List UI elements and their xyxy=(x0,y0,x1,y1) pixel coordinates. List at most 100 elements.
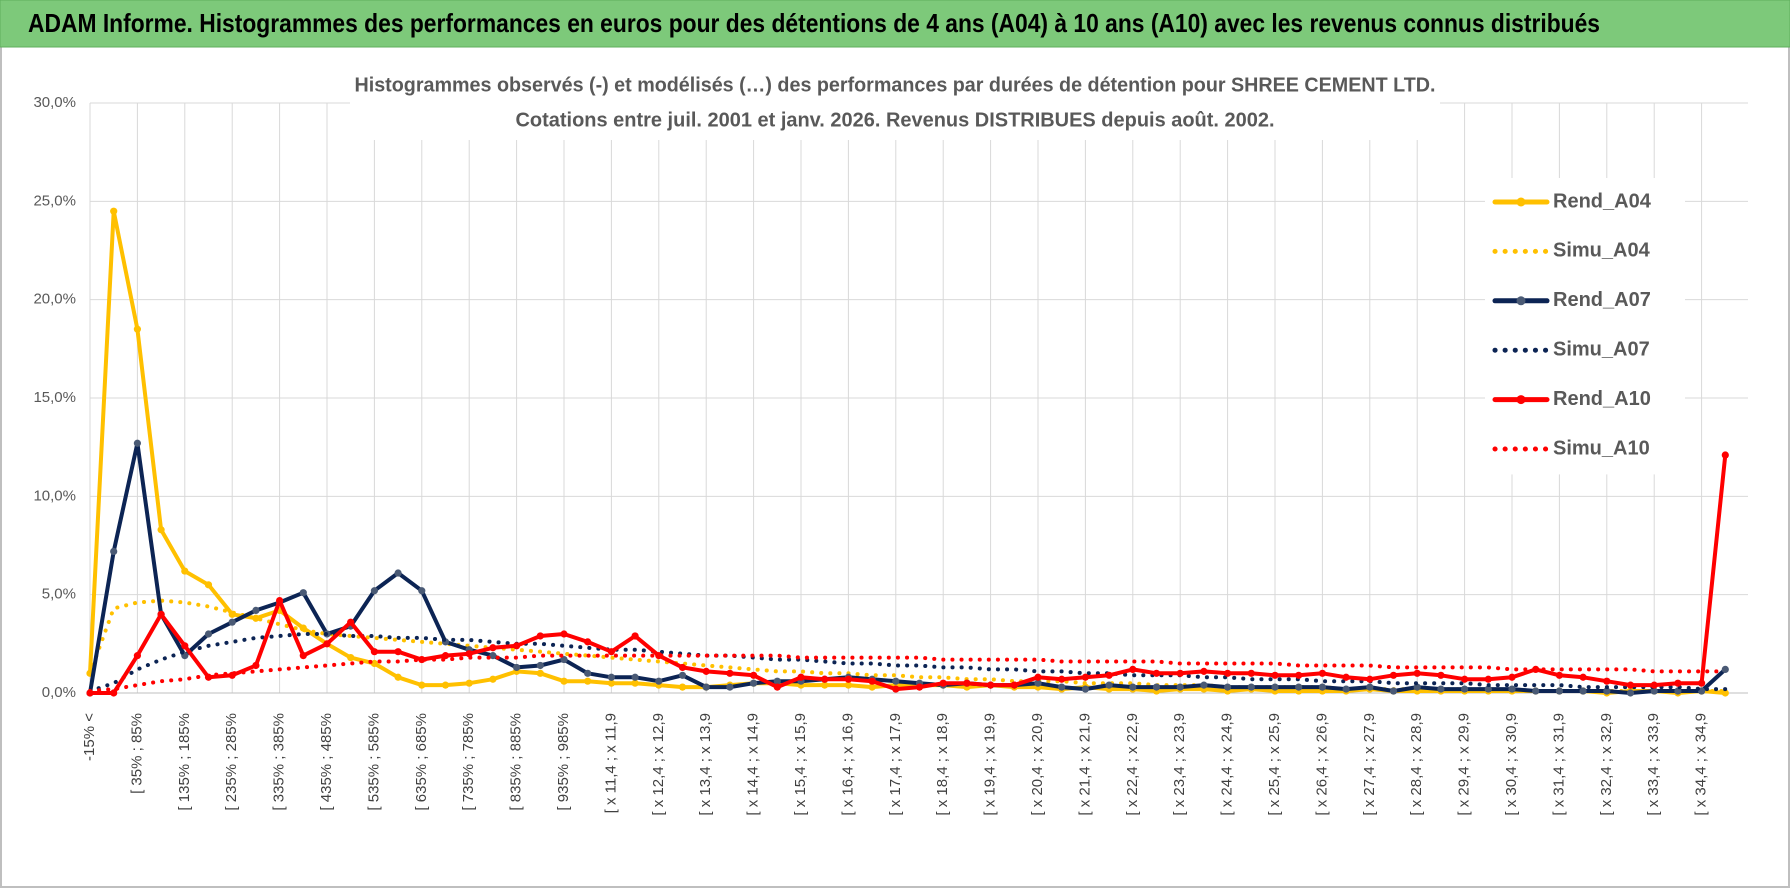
point-marker xyxy=(1081,685,1089,693)
point-marker xyxy=(1626,681,1635,689)
y-tick-label: 25,0% xyxy=(33,192,76,209)
point-marker xyxy=(1105,681,1113,689)
x-tick-label: [ x 15,4 ; x 15,9 xyxy=(792,713,809,816)
point-marker xyxy=(489,675,497,683)
chart-subtitle: Cotations entre juil. 2001 et janv. 2026… xyxy=(516,109,1275,131)
point-marker xyxy=(133,439,141,447)
point-marker xyxy=(441,652,450,660)
x-tick-label: [ x 27,4 ; x 27,9 xyxy=(1361,713,1378,816)
point-marker xyxy=(584,638,592,646)
point-marker xyxy=(1058,675,1066,683)
point-marker xyxy=(1105,671,1113,679)
point-marker xyxy=(181,567,189,575)
point-marker xyxy=(631,673,639,681)
x-tick-label: [ x 22,4 ; x 22,9 xyxy=(1124,713,1141,816)
point-marker xyxy=(1650,687,1658,695)
point-marker xyxy=(157,610,165,618)
legend-label: Simu_A07 xyxy=(1553,338,1650,360)
point-marker xyxy=(1721,451,1729,459)
legend-label: Simu_A10 xyxy=(1553,437,1650,459)
point-marker xyxy=(1484,685,1492,693)
point-marker xyxy=(276,596,284,605)
x-tick-label: [ x 31,4 ; x 31,9 xyxy=(1550,713,1567,816)
x-tick-label: [ 835% ; 885% xyxy=(508,713,525,811)
point-marker xyxy=(1058,683,1066,691)
point-marker xyxy=(821,675,829,683)
point-marker xyxy=(750,671,758,679)
point-marker xyxy=(915,683,924,691)
point-marker xyxy=(1318,683,1326,691)
point-marker xyxy=(750,679,758,687)
point-marker xyxy=(252,661,260,670)
point-marker xyxy=(1437,685,1445,693)
chart-title: Histogrammes observés (-) et modélisés (… xyxy=(355,74,1436,96)
x-tick-label: -15% < xyxy=(81,713,98,761)
x-tick-label: [ x 30,4 ; x 30,9 xyxy=(1503,713,1520,816)
point-marker xyxy=(987,681,995,689)
y-tick-label: 0,0% xyxy=(42,684,76,701)
point-marker xyxy=(631,679,639,687)
y-tick-label: 15,0% xyxy=(33,389,76,406)
point-marker xyxy=(1247,683,1255,691)
point-marker xyxy=(228,618,236,626)
point-marker xyxy=(1555,687,1563,695)
point-marker xyxy=(1389,687,1398,695)
point-marker xyxy=(394,648,402,656)
y-tick-label: 30,0% xyxy=(33,94,76,111)
point-marker xyxy=(1366,675,1374,683)
x-tick-label: [ 135% ; 185% xyxy=(176,713,193,811)
point-marker xyxy=(607,673,616,681)
title-bg xyxy=(350,70,1440,140)
point-marker xyxy=(560,630,568,638)
point-marker xyxy=(560,655,568,664)
x-tick-label: [ x 32,4 ; x 32,9 xyxy=(1598,713,1615,816)
point-marker xyxy=(726,669,734,677)
point-marker xyxy=(133,652,141,660)
point-marker xyxy=(1318,669,1326,677)
point-marker xyxy=(394,569,402,577)
point-marker xyxy=(844,681,853,689)
x-tick-label: [ x 23,4 ; x 23,9 xyxy=(1171,713,1188,816)
point-marker xyxy=(1200,667,1208,675)
point-marker xyxy=(1721,689,1729,697)
page-title: ADAM Informe. Histogrammes des performan… xyxy=(28,8,1600,38)
series-line xyxy=(88,453,1728,695)
point-marker xyxy=(418,655,426,664)
legend-label: Rend_A10 xyxy=(1553,388,1651,410)
x-tick-label: [ x 26,4 ; x 26,9 xyxy=(1313,713,1330,816)
point-marker xyxy=(157,526,165,534)
point-marker xyxy=(1176,683,1184,691)
point-marker xyxy=(1413,669,1421,677)
y-tick-label: 20,0% xyxy=(33,291,76,308)
point-marker xyxy=(110,207,118,215)
point-marker xyxy=(655,677,663,685)
point-marker xyxy=(418,587,426,595)
point-marker xyxy=(821,681,829,689)
point-marker xyxy=(513,663,521,672)
point-marker xyxy=(963,679,971,687)
point-marker xyxy=(394,673,402,681)
y-tick-label: 10,0% xyxy=(33,487,76,504)
point-marker xyxy=(133,325,141,333)
point-marker xyxy=(1674,679,1682,687)
x-tick-label: [ x 13,4 ; x 13,9 xyxy=(697,713,714,816)
legend-bg xyxy=(1485,178,1685,475)
point-marker xyxy=(584,677,592,685)
x-tick-label: [ 35% ; 85% xyxy=(128,713,145,794)
x-tick-label: [ 735% ; 785% xyxy=(460,713,477,811)
x-tick-label: [ 335% ; 385% xyxy=(271,713,288,811)
banner xyxy=(0,0,1790,48)
point-marker xyxy=(1508,685,1516,693)
x-tick-label: [ x 24,4 ; x 24,9 xyxy=(1219,713,1236,816)
point-marker xyxy=(702,683,710,691)
x-tick-label: [ 635% ; 685% xyxy=(413,713,430,811)
point-marker xyxy=(1437,671,1445,679)
x-tick-label: [ 435% ; 485% xyxy=(318,713,335,811)
point-marker xyxy=(1152,669,1161,677)
x-tick-label: [ 235% ; 285% xyxy=(223,713,240,811)
x-tick-label: [ 935% ; 985% xyxy=(555,713,572,811)
legend-label: Rend_A04 xyxy=(1553,190,1652,212)
point-marker xyxy=(1152,683,1161,691)
point-marker xyxy=(181,642,189,650)
